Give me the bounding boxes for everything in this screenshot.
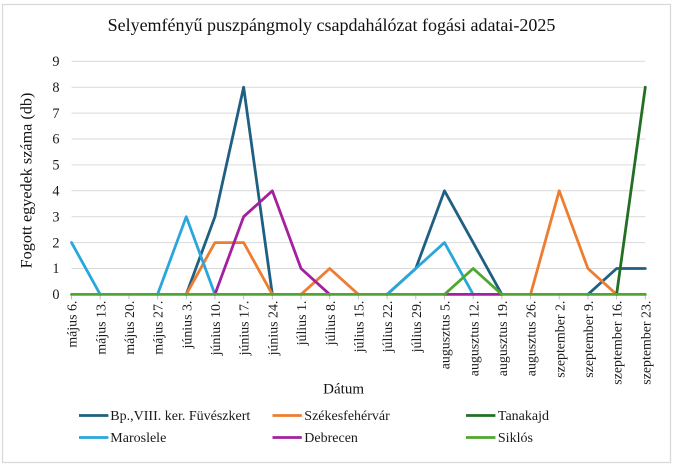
svg-text:július 22.: július 22. (381, 301, 396, 354)
svg-text:június 3.: június 3. (180, 301, 195, 350)
svg-text:0: 0 (52, 287, 59, 303)
svg-text:5: 5 (52, 158, 59, 174)
svg-text:1: 1 (52, 261, 59, 277)
svg-text:július 1.: július 1. (295, 301, 310, 347)
svg-text:Fogott egyedek száma (db): Fogott egyedek száma (db) (18, 93, 36, 269)
svg-text:május 6.: május 6. (66, 301, 81, 348)
svg-text:7: 7 (52, 106, 59, 122)
svg-text:május 13.: május 13. (94, 301, 109, 355)
svg-text:augusztus 5.: augusztus 5. (439, 301, 454, 370)
svg-text:Debrecen: Debrecen (304, 431, 358, 446)
svg-text:Dátum: Dátum (323, 382, 364, 398)
svg-text:június 24.: június 24. (266, 301, 281, 357)
svg-text:8: 8 (52, 80, 59, 96)
svg-text:Tanakajd: Tanakajd (498, 409, 549, 424)
svg-text:június 17.: június 17. (238, 301, 253, 357)
svg-text:3: 3 (52, 209, 59, 225)
svg-text:július 8.: július 8. (324, 301, 339, 347)
svg-text:július 15.: július 15. (353, 301, 368, 354)
svg-text:június 10.: június 10. (209, 301, 224, 357)
svg-text:6: 6 (52, 132, 59, 148)
svg-text:szeptember 23.: szeptember 23. (639, 301, 654, 385)
svg-text:2: 2 (52, 235, 59, 251)
svg-text:május 27.: május 27. (152, 301, 167, 355)
svg-text:Selyemfényű puszpángmoly csapd: Selyemfényű puszpángmoly csapdahálózat f… (108, 15, 556, 35)
svg-text:szeptember 9.: szeptember 9. (582, 301, 597, 378)
svg-text:augusztus 26.: augusztus 26. (525, 301, 540, 377)
svg-text:július 29.: július 29. (410, 301, 425, 354)
svg-text:4: 4 (52, 184, 59, 200)
svg-text:augusztus 19.: augusztus 19. (496, 301, 511, 377)
svg-text:május 20.: május 20. (123, 301, 138, 355)
svg-text:szeptember 2.: szeptember 2. (553, 301, 568, 378)
svg-text:Székesfehérvár: Székesfehérvár (304, 409, 390, 424)
svg-text:szeptember 16.: szeptember 16. (611, 301, 626, 385)
svg-text:augusztus 12.: augusztus 12. (467, 301, 482, 377)
svg-text:Bp.,VIII. ker. Füvészkert: Bp.,VIII. ker. Füvészkert (110, 409, 250, 424)
svg-text:9: 9 (52, 54, 59, 70)
svg-text:Siklós: Siklós (498, 431, 533, 446)
svg-text:Maroslele: Maroslele (110, 431, 166, 446)
